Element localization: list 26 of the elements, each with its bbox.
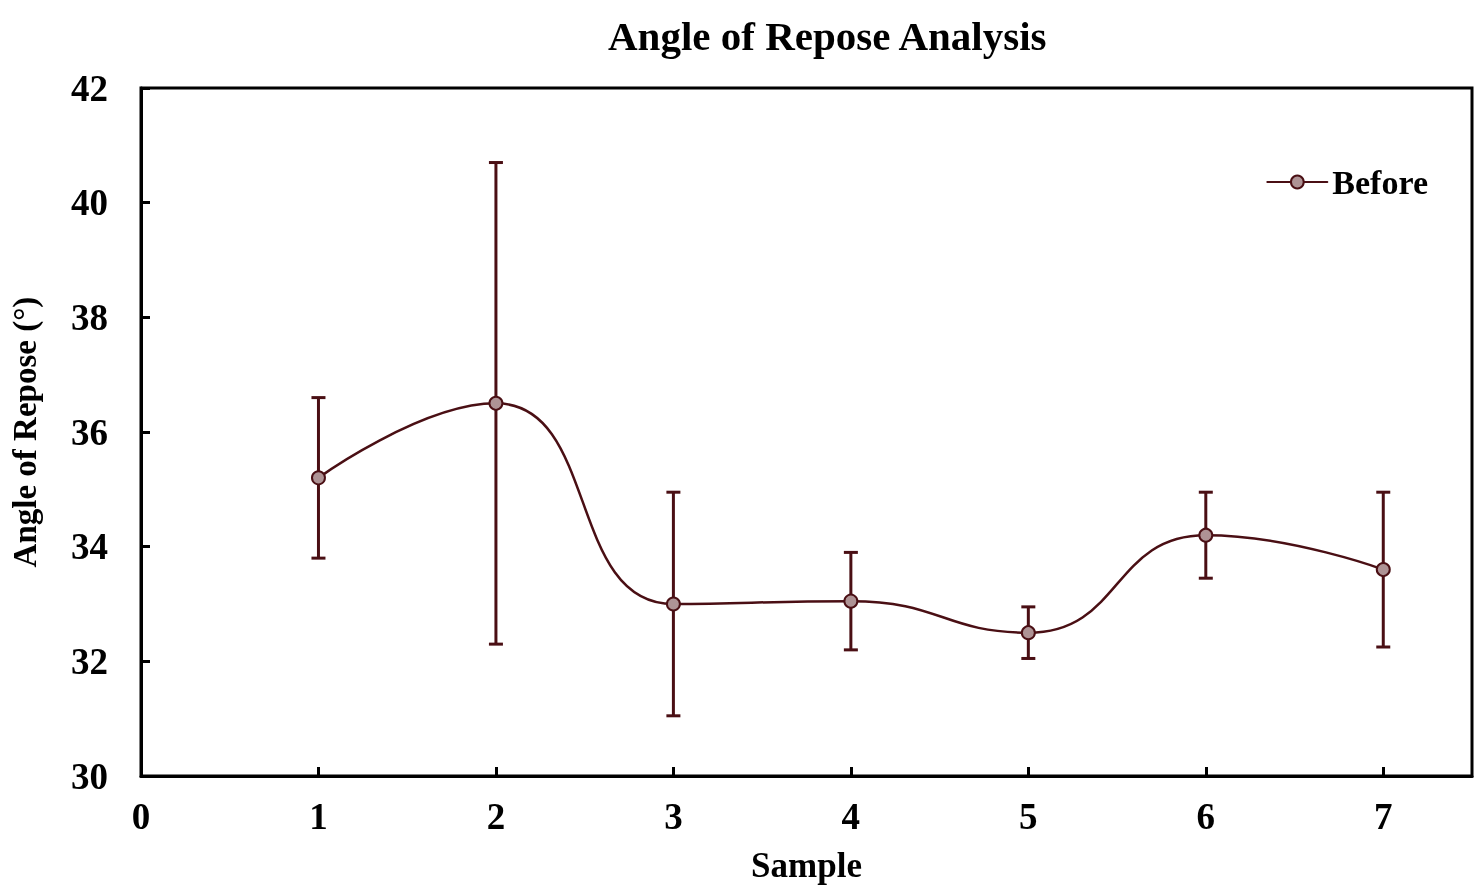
x-tick-label: 5 — [1019, 796, 1038, 837]
point — [1198, 527, 1214, 543]
point — [665, 596, 681, 612]
point — [1020, 625, 1036, 641]
point — [310, 470, 326, 486]
y-tick-label: 40 — [71, 182, 108, 224]
y-tick-label: 42 — [71, 67, 108, 109]
x-tick-label: 3 — [664, 796, 683, 837]
chart-title: Angle of Repose Analysis — [608, 12, 1047, 59]
point — [843, 593, 859, 609]
y-axis-title: Angle of Repose (°) — [6, 296, 44, 568]
y-tick-label: 32 — [71, 640, 108, 682]
x-tick-label: 0 — [131, 796, 151, 837]
x-tick-label: 4 — [841, 796, 861, 837]
y-tick-label: 38 — [71, 296, 108, 338]
y-tick-label: 36 — [71, 411, 108, 453]
x-tick-label: 1 — [309, 796, 328, 837]
x-tick-label: 2 — [486, 796, 506, 837]
x-tick-label: 6 — [1196, 796, 1216, 837]
y-tick-label: 30 — [71, 755, 108, 797]
y-tick-label: 34 — [71, 526, 108, 568]
legend-label: Before — [1332, 163, 1429, 201]
point — [488, 395, 504, 411]
point — [1375, 562, 1391, 578]
x-tick-label: 7 — [1374, 796, 1393, 837]
x-axis-title: Sample — [751, 846, 862, 885]
